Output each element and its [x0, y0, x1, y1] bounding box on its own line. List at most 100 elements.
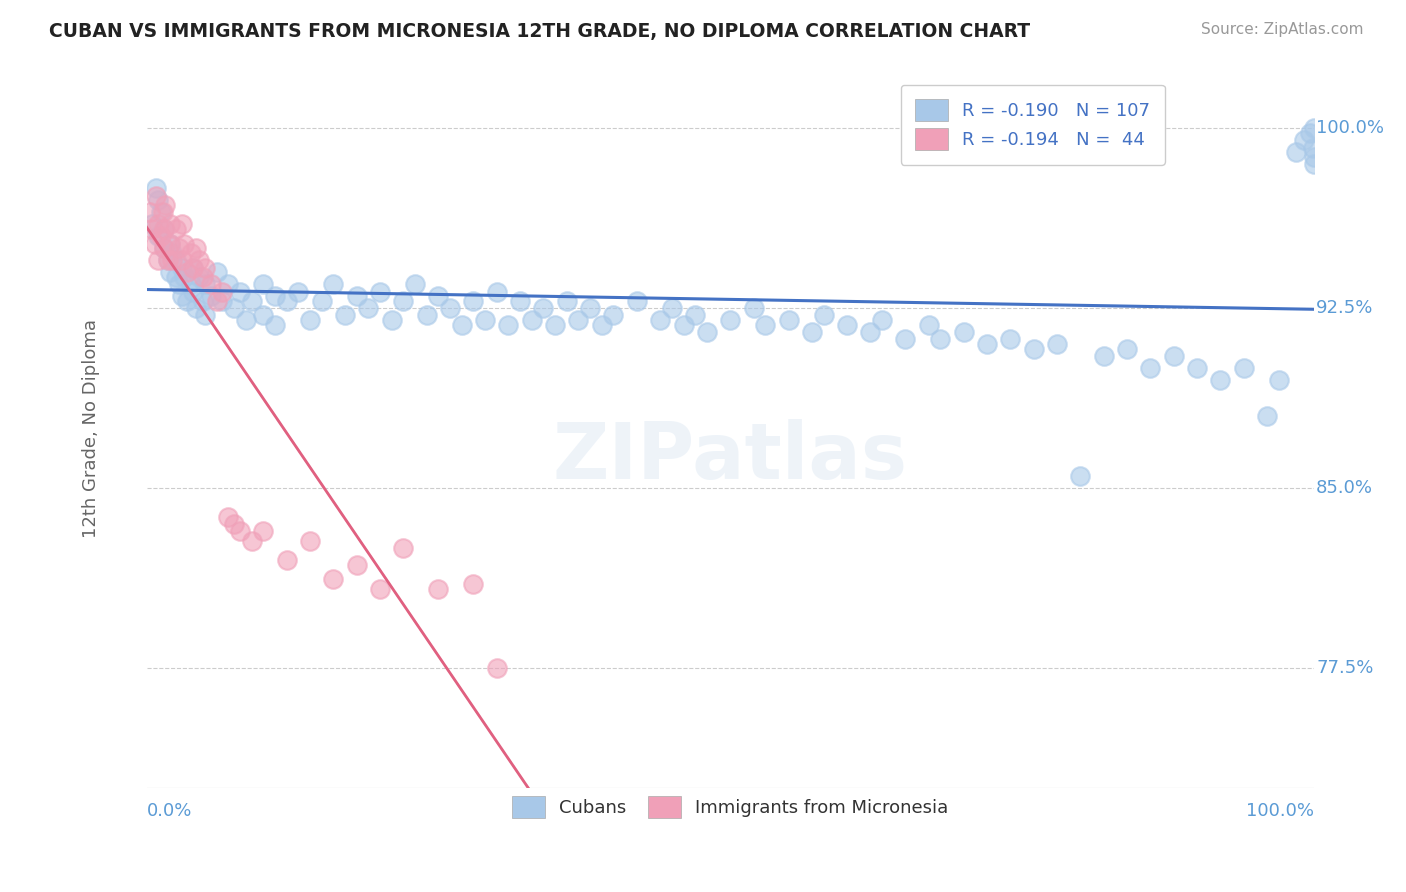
Point: [463, 577, 485, 591]
Point: [224, 301, 246, 316]
Point: [1209, 373, 1232, 387]
Point: [181, 260, 204, 275]
Point: [650, 313, 672, 327]
Text: 0.0%: 0.0%: [146, 802, 193, 821]
Point: [155, 198, 177, 212]
Point: [176, 265, 198, 279]
Point: [544, 318, 567, 332]
Point: [439, 301, 461, 316]
Point: [929, 333, 952, 347]
Point: [661, 301, 683, 316]
Point: [626, 294, 648, 309]
Point: [835, 318, 858, 332]
Point: [1139, 361, 1161, 376]
Point: [188, 253, 211, 268]
Point: [217, 509, 239, 524]
Point: [148, 218, 170, 232]
Point: [153, 222, 176, 236]
Point: [485, 661, 508, 675]
Point: [156, 253, 179, 268]
Point: [870, 313, 893, 327]
Point: [346, 558, 368, 572]
Point: [485, 285, 508, 299]
Point: [754, 318, 776, 332]
Point: [450, 318, 472, 332]
Point: [742, 301, 765, 316]
Point: [287, 285, 309, 299]
Point: [165, 270, 187, 285]
Point: [404, 277, 426, 292]
Point: [579, 301, 602, 316]
Point: [276, 553, 298, 567]
Point: [1022, 342, 1045, 356]
Point: [165, 253, 187, 268]
Point: [176, 294, 198, 309]
Text: 12th Grade, No Diploma: 12th Grade, No Diploma: [82, 318, 100, 538]
Point: [427, 289, 450, 303]
Point: [184, 241, 207, 255]
Point: [229, 285, 252, 299]
Point: [156, 253, 179, 268]
Point: [159, 236, 181, 251]
Point: [205, 265, 228, 279]
Point: [368, 285, 391, 299]
Point: [1268, 373, 1291, 387]
Point: [194, 309, 217, 323]
Point: [1046, 337, 1069, 351]
Point: [235, 313, 257, 327]
Point: [211, 285, 233, 299]
Point: [240, 294, 263, 309]
Point: [498, 318, 520, 332]
Point: [917, 318, 939, 332]
Point: [180, 277, 202, 292]
Point: [392, 541, 415, 555]
Point: [1256, 409, 1278, 424]
Point: [555, 294, 578, 309]
Point: [165, 222, 187, 236]
Point: [1092, 349, 1115, 363]
Point: [159, 236, 181, 251]
Point: [153, 222, 176, 236]
Point: [229, 524, 252, 539]
Point: [169, 241, 191, 255]
Point: [162, 246, 184, 260]
Point: [181, 260, 204, 275]
Point: [952, 326, 974, 340]
Point: [672, 318, 695, 332]
Point: [416, 309, 439, 323]
Point: [276, 294, 298, 309]
Point: [252, 309, 274, 323]
Point: [162, 253, 184, 268]
Text: 85.0%: 85.0%: [1316, 479, 1374, 497]
Point: [252, 277, 274, 292]
Point: [240, 533, 263, 548]
Point: [252, 524, 274, 539]
Point: [173, 236, 195, 251]
Text: 77.5%: 77.5%: [1316, 659, 1374, 677]
Point: [170, 289, 193, 303]
Point: [184, 301, 207, 316]
Point: [191, 270, 214, 285]
Point: [894, 333, 917, 347]
Point: [718, 313, 741, 327]
Point: [509, 294, 531, 309]
Point: [533, 301, 555, 316]
Point: [392, 294, 415, 309]
Point: [159, 218, 181, 232]
Point: [1233, 361, 1256, 376]
Point: [427, 582, 450, 596]
Point: [381, 313, 404, 327]
Point: [191, 294, 214, 309]
Point: [145, 188, 167, 202]
Point: [159, 265, 181, 279]
Text: 100.0%: 100.0%: [1246, 802, 1313, 821]
Point: [149, 229, 172, 244]
Point: [368, 582, 391, 596]
Point: [1294, 133, 1316, 147]
Point: [696, 326, 718, 340]
Point: [567, 313, 589, 327]
Point: [333, 309, 356, 323]
Point: [683, 309, 706, 323]
Point: [602, 309, 624, 323]
Point: [813, 309, 835, 323]
